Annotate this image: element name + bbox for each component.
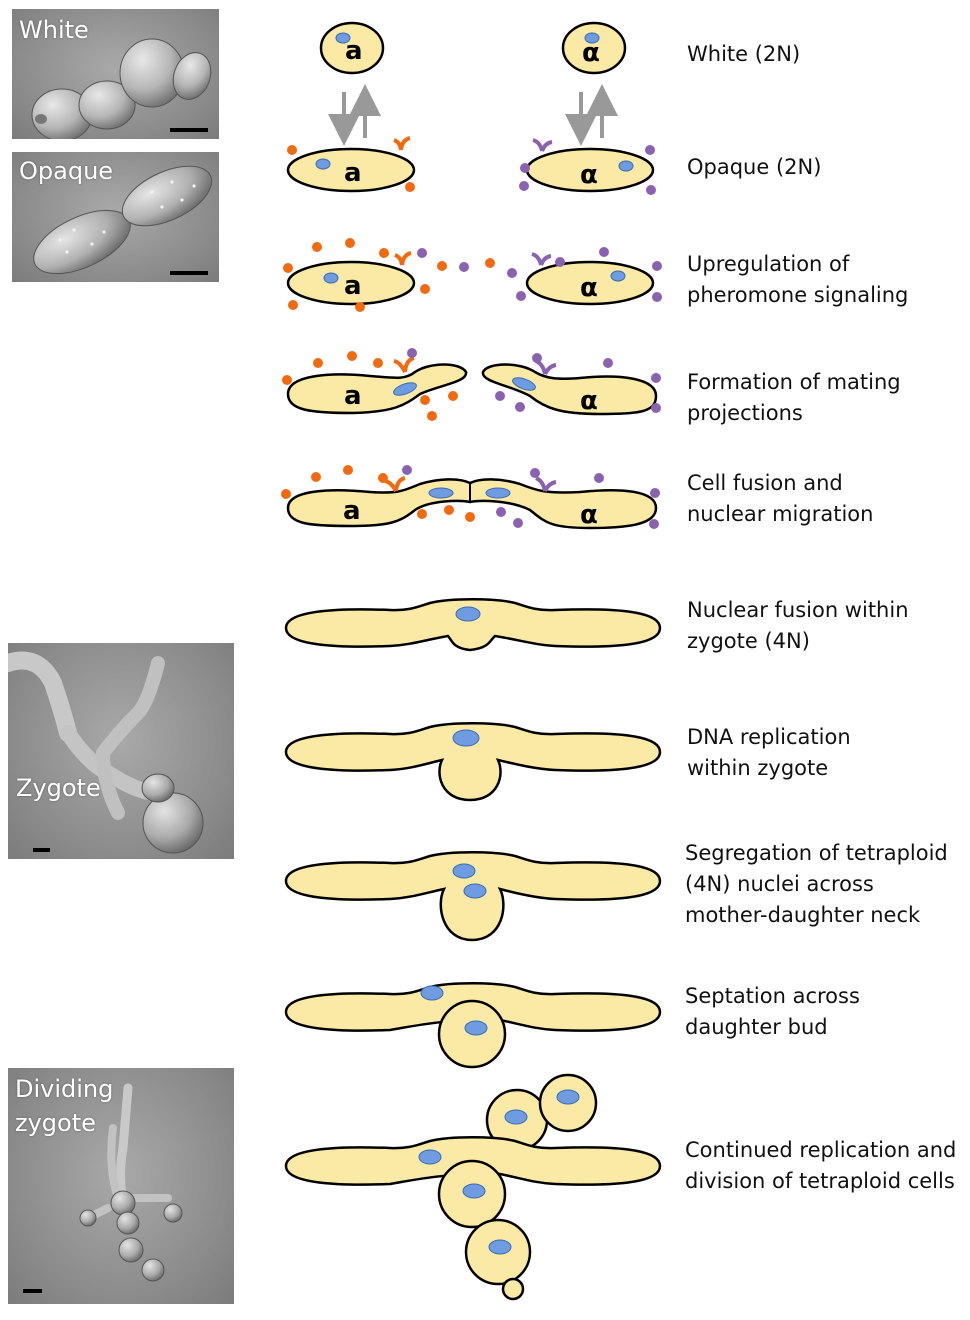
stage-septation xyxy=(284,982,662,1069)
mating-type-a: a xyxy=(344,381,362,411)
mating-type-a: a xyxy=(344,158,362,188)
zygote-micrograph: Zygote xyxy=(8,643,234,859)
stage-segregation xyxy=(284,851,662,942)
photo-label-dividing-zygote: Dividing zygote xyxy=(15,1075,114,1137)
dividing-zygote-drawing xyxy=(79,1083,183,1282)
stage-label-dna-replication: DNA replication within zygote xyxy=(687,725,851,780)
mating-diagram: a α a α a α xyxy=(281,21,662,1301)
zygote-drawing xyxy=(8,651,204,854)
stage-label-continued-division: Continued replication and division of te… xyxy=(685,1138,957,1193)
mating-type-alpha: α xyxy=(580,160,598,190)
photo-label-opaque: Opaque xyxy=(19,157,114,185)
dividing-zygote-micrograph: Dividing zygote xyxy=(8,1068,234,1304)
stage-pheromone-signaling: a α xyxy=(283,238,662,312)
stage-continued-division xyxy=(284,1073,662,1301)
nucleus xyxy=(584,32,600,44)
white-cells-drawing xyxy=(31,38,212,139)
white-cells-micrograph: White xyxy=(12,9,219,139)
scale-bar xyxy=(33,848,50,852)
stage-label-nuclear-fusion: Nuclear fusion within zygote (4N) xyxy=(687,598,909,653)
nucleus xyxy=(335,32,351,44)
mating-type-alpha: α xyxy=(580,273,598,303)
mating-type-a: a xyxy=(344,271,362,301)
stage-label-pheromone-signaling: Upregulation of pheromone signaling xyxy=(687,252,909,307)
opaque-cells-micrograph: Opaque xyxy=(12,152,219,282)
stage-nuclear-fusion xyxy=(284,598,662,652)
stage-label-septation: Septation across daughter bud xyxy=(685,984,860,1039)
a-receptor xyxy=(393,136,411,151)
opaque-cells-drawing xyxy=(33,165,213,275)
stage-label-cell-fusion: Cell fusion and nuclear migration xyxy=(687,471,874,526)
photo-label-white: White xyxy=(19,16,89,44)
mating-type-alpha: α xyxy=(580,500,598,530)
white-alpha-cell xyxy=(561,21,627,75)
mating-type-alpha: α xyxy=(582,38,600,68)
stage-label-white: White (2N) xyxy=(687,42,801,66)
mating-type-alpha: α xyxy=(580,386,598,416)
stage-mating-projections: a α xyxy=(282,348,661,421)
stage-label-segregation: Segregation of tetraploid (4N) nuclei ac… xyxy=(685,841,948,927)
scale-bar xyxy=(170,128,208,132)
stage-white: a α xyxy=(319,21,627,75)
white-opaque-switch-arrows xyxy=(328,84,618,146)
stage-label-opaque: Opaque (2N) xyxy=(687,155,822,179)
photo-label-zygote: Zygote xyxy=(16,774,101,802)
stage-label-mating-projections: Formation of mating projections xyxy=(687,370,901,425)
mating-type-a: a xyxy=(345,36,363,66)
stage-cell-fusion: a α xyxy=(281,465,660,530)
stage-opaque: a α xyxy=(286,136,656,195)
nucleus xyxy=(315,158,331,170)
scale-bar xyxy=(23,1289,42,1293)
mating-type-a: a xyxy=(343,496,361,526)
nucleus xyxy=(618,160,634,172)
alpha-receptor xyxy=(532,138,553,152)
stage-dna-replication xyxy=(284,722,662,802)
scale-bar xyxy=(170,271,208,275)
